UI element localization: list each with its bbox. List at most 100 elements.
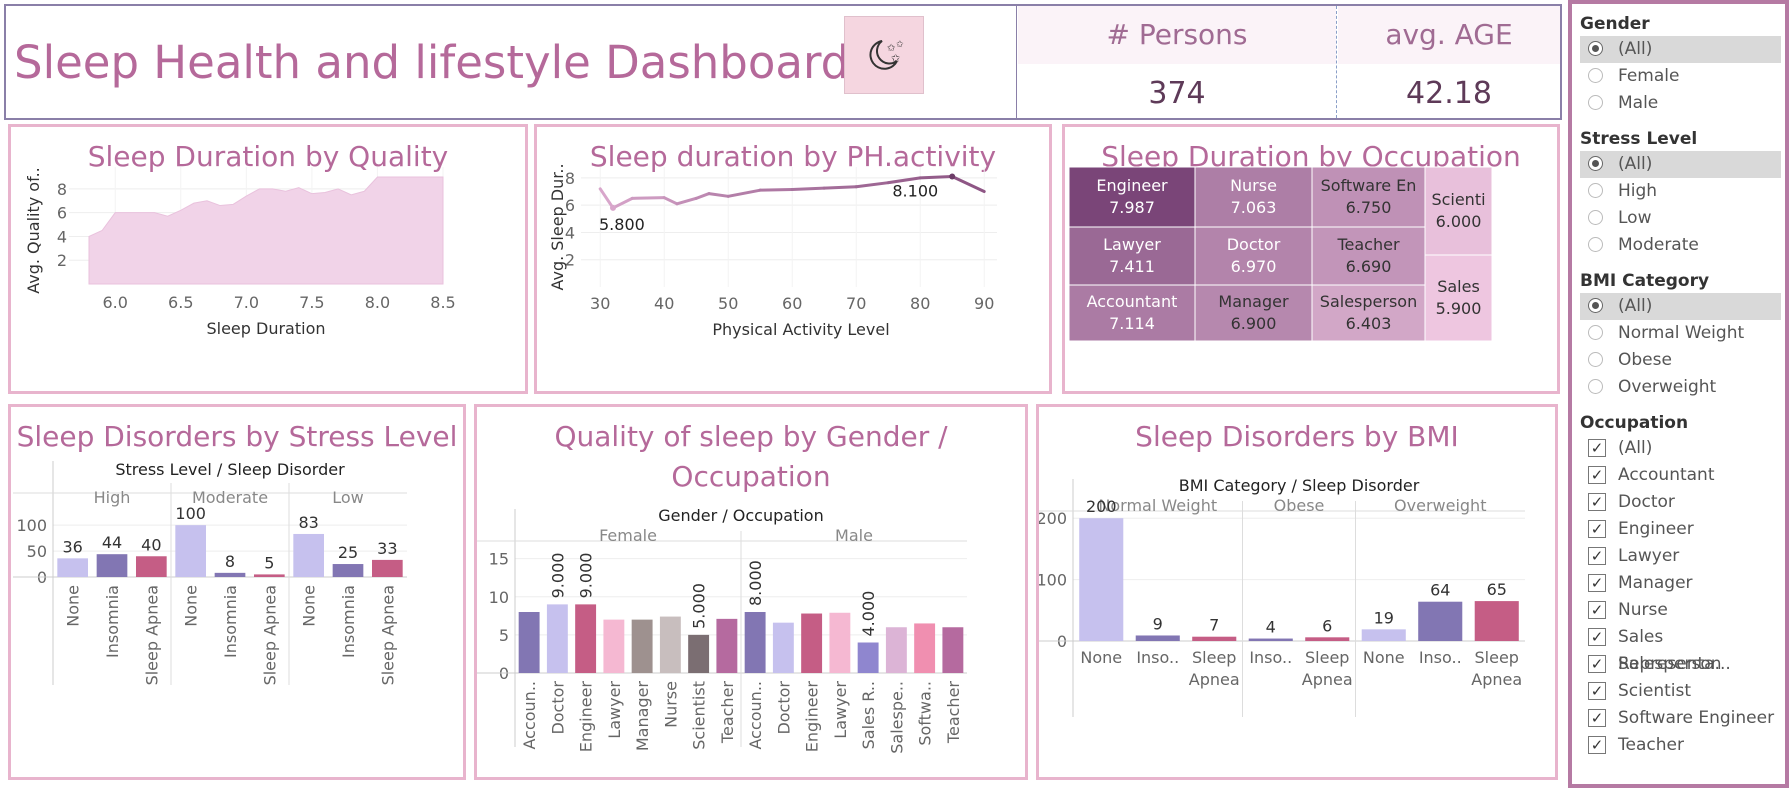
data-label: 8.100 (892, 182, 938, 201)
filter-option-label: Moderate (1618, 235, 1699, 255)
filter-option[interactable]: ✓ Lawyer (1580, 543, 1781, 570)
filter-title: Occupation (1580, 413, 1689, 433)
occupation-cell-value: 7.114 (1109, 314, 1155, 333)
filter-option[interactable]: ✓ Sales Representa... (1580, 624, 1781, 674)
filter-option[interactable]: ✓ Accountant (1580, 462, 1781, 489)
filter-option[interactable]: ✓ Scientist (1580, 678, 1781, 705)
bar-category-label: Sleep Apnea (142, 585, 161, 685)
bar (942, 627, 964, 673)
line-segment (950, 175, 986, 194)
bar-category-label: Insomnia (339, 585, 358, 658)
bar-category-label: Lawyer (605, 681, 624, 739)
radio-button[interactable] (1588, 156, 1603, 171)
checkbox[interactable]: ✓ (1588, 709, 1606, 727)
occupation-cell (1311, 284, 1426, 342)
occupation-cell-value: 7.411 (1109, 257, 1155, 276)
panel-occupation: Sleep Duration by Occupation Engineer 7.9… (1062, 124, 1560, 394)
filter-option[interactable]: (All) (1580, 293, 1781, 320)
checkbox[interactable]: ✓ (1588, 682, 1606, 700)
filter-option[interactable]: Obese (1580, 347, 1781, 374)
checkbox[interactable]: ✓ (1588, 736, 1606, 754)
bar-category-label: Salespe.. (887, 681, 906, 754)
bar-category-label: None (1363, 648, 1405, 667)
filter-option[interactable]: ✓ Nurse (1580, 597, 1781, 624)
occupation-cell (1311, 166, 1426, 228)
radio-button[interactable] (1588, 210, 1603, 225)
panel-quality: Sleep Duration by Quality 2 4 6 8 6.0 6.5 7.0 7… (8, 124, 528, 394)
radio-button[interactable] (1588, 95, 1603, 110)
line-segment (790, 186, 826, 191)
line-segment (630, 196, 666, 200)
bar (518, 612, 540, 673)
checkbox[interactable]: ✓ (1588, 466, 1606, 484)
occupation-cell-value: 6.000 (1436, 212, 1482, 231)
group-label: Obese (1274, 496, 1325, 515)
occupation-cell-value: 5.900 (1436, 299, 1482, 318)
bar-value-label: 25 (338, 543, 358, 562)
filter-option[interactable]: ✓ Software Engineer (1580, 705, 1781, 732)
radio-button[interactable] (1588, 183, 1603, 198)
filter-option[interactable]: ✓ Engineer (1580, 516, 1781, 543)
filter-option[interactable]: ✓ (All) (1580, 435, 1781, 462)
y-tick-label: 2 (57, 251, 67, 270)
bar (253, 574, 285, 577)
line-segment (758, 188, 794, 192)
filter-option[interactable]: ✓ Teacher (1580, 732, 1781, 759)
filter-option[interactable]: ✓ Manager (1580, 570, 1781, 597)
bar-category-label: Apnea (1471, 670, 1522, 689)
filter-option[interactable]: Low (1580, 205, 1781, 232)
radio-button[interactable] (1588, 352, 1603, 367)
checkbox[interactable]: ✓ (1588, 493, 1606, 511)
occupation-cell-name: Software En (1321, 176, 1417, 195)
filter-option[interactable]: Moderate (1580, 232, 1781, 259)
occupation-treemap: Engineer 7.987 Lawyer 7.411 Accountant 7.114 N… (1068, 166, 1493, 342)
radio-button[interactable] (1588, 298, 1603, 313)
filter-option[interactable]: Overweight (1580, 374, 1781, 401)
bar (688, 634, 710, 673)
x-tick-label: 7.5 (299, 293, 324, 312)
filter-option-label: Salesperson (1618, 654, 1722, 674)
kpi-persons-value: 374 (1148, 76, 1206, 111)
checkbox[interactable]: ✓ (1588, 574, 1606, 592)
filter-option[interactable]: Male (1580, 90, 1781, 117)
occupation-cell (1424, 254, 1493, 342)
checkbox[interactable]: ✓ (1588, 547, 1606, 565)
occupation-cell-value: 6.403 (1346, 314, 1392, 333)
checkbox[interactable]: ✓ (1588, 439, 1606, 457)
filter-option[interactable]: ✓ Salesperson (1580, 651, 1781, 678)
radio-button[interactable] (1588, 237, 1603, 252)
bar-value-label: 4.000 (859, 591, 878, 637)
radio-button[interactable] (1588, 379, 1603, 394)
radio-button[interactable] (1588, 68, 1603, 83)
line-segment (854, 181, 890, 189)
checkbox[interactable]: ✓ (1588, 655, 1606, 673)
bar (885, 627, 907, 673)
bar-category-label: None (1080, 648, 1122, 667)
gender-bar-chart: Gender / Occupation051015FemaleAccoun..9… (477, 506, 967, 754)
radio-button[interactable] (1588, 41, 1603, 56)
dashboard-title: Sleep Health and lifestyle Dashboard (14, 36, 850, 89)
occupation-cell-name: Lawyer (1103, 235, 1161, 254)
group-label: Normal Weight (1098, 496, 1217, 515)
bar-category-label: Engineer (577, 681, 596, 753)
y-tick-label: 100 (1039, 571, 1067, 590)
bar (371, 559, 403, 577)
checkbox[interactable]: ✓ (1588, 601, 1606, 619)
radio-button[interactable] (1588, 325, 1603, 340)
line-segment (886, 176, 922, 185)
filter-option[interactable]: (All) (1580, 151, 1781, 178)
x-tick-label: 8.0 (365, 293, 390, 312)
kpi-persons-label: # Persons (1106, 18, 1248, 51)
filter-option[interactable]: Female (1580, 63, 1781, 90)
filter-option[interactable]: High (1580, 178, 1781, 205)
bar-category-label: Doctor (548, 681, 567, 735)
bar-category-label: Sleep (1475, 648, 1519, 667)
checkbox[interactable]: ✓ (1588, 628, 1606, 646)
bar-category-label: Nurse (661, 681, 680, 728)
filter-option[interactable]: (All) (1580, 36, 1781, 63)
filter-option[interactable]: Normal Weight (1580, 320, 1781, 347)
panel-bmi-title: Sleep Disorders by BMI (1135, 420, 1459, 453)
checkbox[interactable]: ✓ (1588, 520, 1606, 538)
svg-text:✩: ✩ (887, 43, 896, 54)
filter-option[interactable]: ✓ Doctor (1580, 489, 1781, 516)
